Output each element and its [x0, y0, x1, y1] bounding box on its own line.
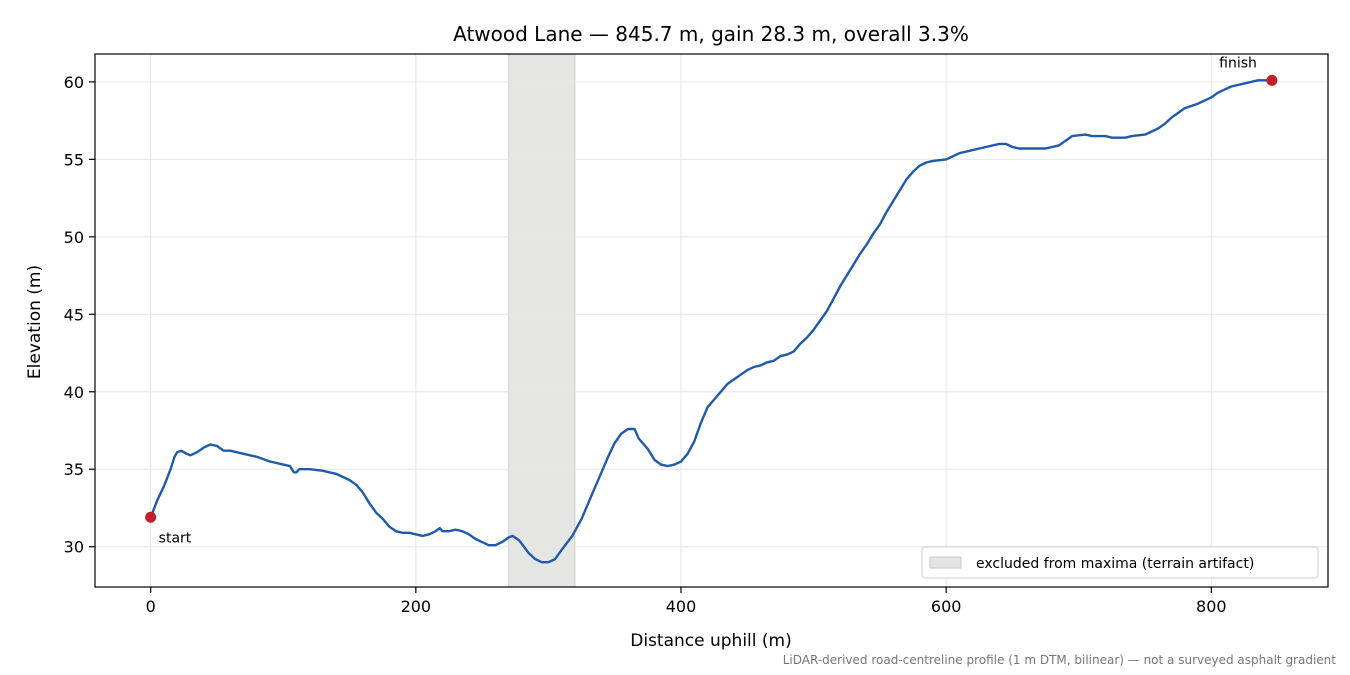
legend-label-excluded: excluded from maxima (terrain artifact)	[976, 556, 1254, 572]
x-axis-label: Distance uphill (m)	[630, 631, 791, 651]
y-axis-label: Elevation (m)	[25, 265, 45, 379]
x-tick-label: 200	[401, 597, 432, 616]
excluded-region-band	[508, 53, 576, 588]
start-marker	[145, 511, 157, 523]
excluded-band-layer	[508, 53, 576, 588]
x-tick-label: 800	[1196, 597, 1227, 616]
plot-frame	[94, 53, 1329, 588]
finish-annotation: finish	[1219, 55, 1257, 71]
y-tick-label: 50	[64, 228, 84, 247]
chart-title: Atwood Lane — 845.7 m, gain 28.3 m, over…	[453, 22, 969, 46]
tick-layer: 0 200 400 600 800 30 35 40 45 50 55 60	[64, 73, 1227, 616]
legend-box	[921, 546, 1319, 579]
start-annotation: start	[159, 530, 192, 546]
y-tick-label: 60	[64, 73, 84, 92]
legend-swatch-excluded	[929, 556, 962, 569]
y-tick-label: 30	[64, 538, 84, 557]
series-layer	[149, 79, 1274, 564]
marker-layer: start finish	[145, 55, 1278, 546]
x-tick-label: 0	[146, 597, 156, 616]
y-tick-label: 45	[64, 305, 84, 324]
y-tick-label: 55	[64, 150, 84, 169]
x-tick-label: 600	[931, 597, 962, 616]
elevation-line	[149, 79, 1274, 564]
finish-marker	[1266, 74, 1278, 86]
legend: excluded from maxima (terrain artifact)	[921, 546, 1319, 579]
y-tick-label: 40	[64, 383, 84, 402]
plot-area: start finish 0 200 400 600 800 30 35 40 45 50 55 60	[64, 53, 1329, 616]
y-tick-label: 35	[64, 460, 84, 479]
footnote: LiDAR-derived road-centreline profile (1…	[783, 653, 1337, 667]
x-tick-label: 400	[666, 597, 697, 616]
